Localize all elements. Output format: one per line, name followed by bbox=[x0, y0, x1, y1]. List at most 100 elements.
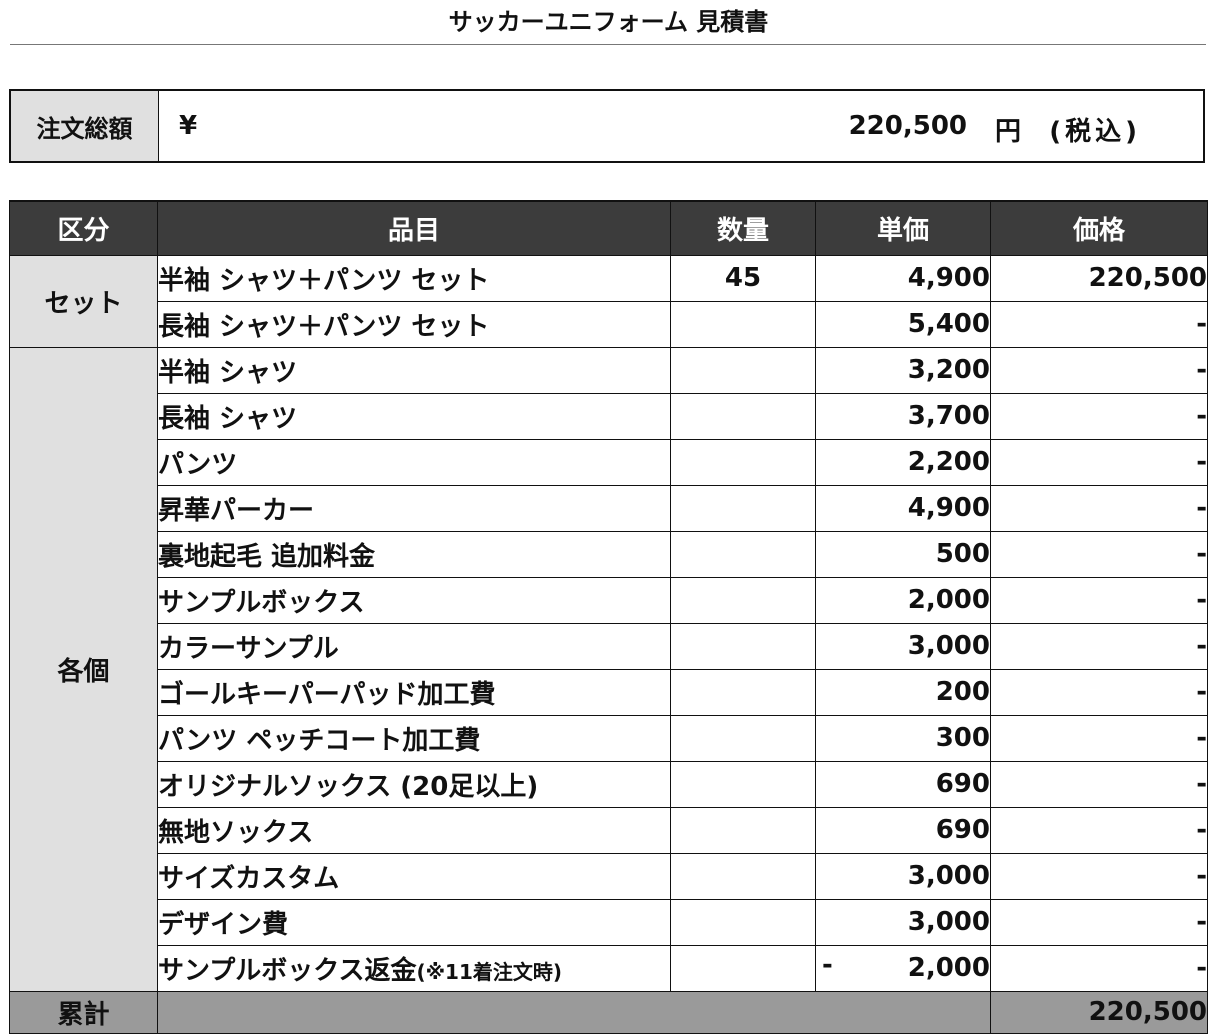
unit-price-value: 2,000 bbox=[907, 585, 990, 615]
item-name-cell: パンツ ペッチコート加工費 bbox=[157, 714, 671, 762]
table-row: パンツ ペッチコート加工費 300- bbox=[10, 714, 1208, 762]
total-row-label: 累計 bbox=[9, 990, 158, 1034]
header-category: 区分 bbox=[9, 200, 158, 256]
price-cell: - bbox=[990, 806, 1208, 854]
order-total-amount: 220,500 bbox=[848, 111, 967, 141]
order-total-value: ¥ 220,500 円 (税込) bbox=[159, 91, 1203, 161]
table-row: カラーサンプル 3,000- bbox=[10, 622, 1208, 670]
tax-included-note: (税込) bbox=[1049, 117, 1141, 147]
item-name-cell: サイズカスタム bbox=[157, 852, 671, 900]
table-row: 長袖 シャツ＋パンツ セット 5,400- bbox=[10, 300, 1208, 348]
yen-symbol: ¥ bbox=[179, 111, 198, 141]
item-name: サンプルボックス bbox=[158, 587, 365, 618]
price-cell: - bbox=[990, 714, 1208, 762]
unit-price-value: 5,400 bbox=[907, 309, 990, 339]
unit-price-value: 3,200 bbox=[907, 355, 990, 385]
table-row: サンプルボックス返金(※11着注文時) -2,000- bbox=[10, 944, 1208, 992]
price-cell: - bbox=[990, 898, 1208, 946]
item-name-cell: 無地ソックス bbox=[157, 806, 671, 854]
price-cell: - bbox=[990, 392, 1208, 440]
unit-price-cell: 5,400 bbox=[815, 300, 991, 348]
item-name: デザイン費 bbox=[158, 909, 289, 940]
item-name-cell: ゴールキーパーパッド加工費 bbox=[157, 668, 671, 716]
price-cell: - bbox=[990, 622, 1208, 670]
item-name-cell: 裏地起毛 追加料金 bbox=[157, 530, 671, 578]
item-name: ゴールキーパーパッド加工費 bbox=[158, 679, 496, 710]
price-cell: - bbox=[990, 576, 1208, 624]
unit-price-cell: 3,000 bbox=[815, 622, 991, 670]
unit-price-cell: - 2,000 bbox=[815, 944, 991, 992]
item-note: (※11着注文時) bbox=[416, 959, 563, 984]
quantity-cell bbox=[670, 944, 816, 992]
item-name-cell: 半袖 シャツ＋パンツ セット bbox=[157, 254, 671, 302]
unit-price-cell: 3,700 bbox=[815, 392, 991, 440]
quantity-cell bbox=[670, 392, 816, 440]
item-name-cell: 昇華パーカー bbox=[157, 484, 671, 532]
unit-price-value: 3,000 bbox=[907, 631, 990, 661]
table-row: オリジナルソックス (20足以上) 690- bbox=[10, 760, 1208, 808]
item-name: 昇華パーカー bbox=[158, 495, 315, 526]
estimate-table: 区分 品目 数量 単価 価格 セット 半袖 シャツ＋パンツ セット 45 4,900 2… bbox=[9, 200, 1208, 1034]
table-row: パンツ 2,200- bbox=[10, 438, 1208, 486]
table-row: 長袖 シャツ 3,700- bbox=[10, 392, 1208, 440]
header-unit-price: 単価 bbox=[815, 200, 991, 256]
total-row-price: 220,500 bbox=[990, 990, 1208, 1034]
document-title: サッカーユニフォーム 見積書 bbox=[448, 8, 769, 36]
unit-price-cell: 690 bbox=[815, 760, 991, 808]
price-cell: 220,500 bbox=[990, 254, 1208, 302]
table-row: 無地ソックス 690- bbox=[10, 806, 1208, 854]
total-row-blank bbox=[157, 990, 991, 1034]
order-total-unit: 円 bbox=[994, 117, 1021, 147]
item-name-cell: 半袖 シャツ bbox=[157, 346, 671, 394]
quantity-cell bbox=[670, 530, 816, 578]
item-name: 無地ソックス bbox=[158, 817, 314, 848]
price-cell: - bbox=[990, 530, 1208, 578]
unit-price-cell: 4,900 bbox=[815, 484, 991, 532]
unit-price-cell: 4,900 bbox=[815, 254, 991, 302]
category-cell: 各個 bbox=[9, 346, 158, 992]
item-name: パンツ bbox=[158, 449, 238, 480]
item-name: 長袖 シャツ bbox=[158, 403, 298, 434]
unit-price-value: 4,900 bbox=[907, 493, 990, 523]
total-row: 累計 220,500 bbox=[9, 990, 1208, 1034]
price-cell: - bbox=[990, 760, 1208, 808]
quantity-cell bbox=[670, 668, 816, 716]
item-name: 半袖 シャツ bbox=[158, 357, 298, 388]
quantity-cell bbox=[670, 300, 816, 348]
order-total-box: 注文総額 ¥ 220,500 円 (税込) bbox=[9, 89, 1205, 163]
table-row: セット 半袖 シャツ＋パンツ セット 45 4,900 220,500 bbox=[9, 254, 1208, 348]
unit-price-value: 2,000 bbox=[907, 953, 990, 983]
price-cell: - bbox=[990, 300, 1208, 348]
item-name: サンプルボックス返金 bbox=[158, 955, 417, 986]
table-row: サイズカスタム 3,000- bbox=[10, 852, 1208, 900]
header-item: 品目 bbox=[157, 200, 671, 256]
price-cell: - bbox=[990, 852, 1208, 900]
unit-price-cell: 300 bbox=[815, 714, 991, 762]
table-row: デザイン費 3,000- bbox=[10, 898, 1208, 946]
quantity-cell bbox=[670, 576, 816, 624]
unit-price-value: 300 bbox=[935, 723, 990, 753]
unit-price-value: 2,200 bbox=[907, 447, 990, 477]
item-name-cell: サンプルボックス返金(※11着注文時) bbox=[157, 944, 671, 992]
unit-price-cell: 3,000 bbox=[815, 852, 991, 900]
item-name-cell: 長袖 シャツ＋パンツ セット bbox=[157, 300, 671, 348]
item-name: 長袖 シャツ＋パンツ セット bbox=[158, 311, 490, 342]
price-cell: - bbox=[990, 346, 1208, 394]
title-divider bbox=[10, 44, 1206, 45]
quantity-cell bbox=[670, 714, 816, 762]
item-name-cell: カラーサンプル bbox=[157, 622, 671, 670]
unit-price-value: 3,000 bbox=[907, 907, 990, 937]
item-name-cell: 長袖 シャツ bbox=[157, 392, 671, 440]
unit-price-value: 690 bbox=[935, 769, 990, 799]
unit-price-cell: 3,000 bbox=[815, 898, 991, 946]
quantity-cell bbox=[670, 852, 816, 900]
item-name: 裏地起毛 追加料金 bbox=[158, 541, 376, 572]
unit-price-cell: 200 bbox=[815, 668, 991, 716]
quantity-cell bbox=[670, 346, 816, 394]
unit-price-cell: 500 bbox=[815, 530, 991, 578]
header-quantity: 数量 bbox=[670, 200, 816, 256]
price-cell: - bbox=[990, 668, 1208, 716]
unit-price-value: 3,000 bbox=[907, 861, 990, 891]
unit-price-value: 200 bbox=[935, 677, 990, 707]
item-name: 半袖 シャツ＋パンツ セット bbox=[158, 265, 490, 296]
